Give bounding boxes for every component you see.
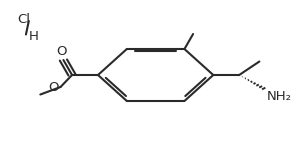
Text: O: O [57,45,67,58]
Text: O: O [49,81,59,94]
Text: Cl: Cl [17,13,30,26]
Text: H: H [29,30,39,42]
Text: NH₂: NH₂ [267,90,292,103]
